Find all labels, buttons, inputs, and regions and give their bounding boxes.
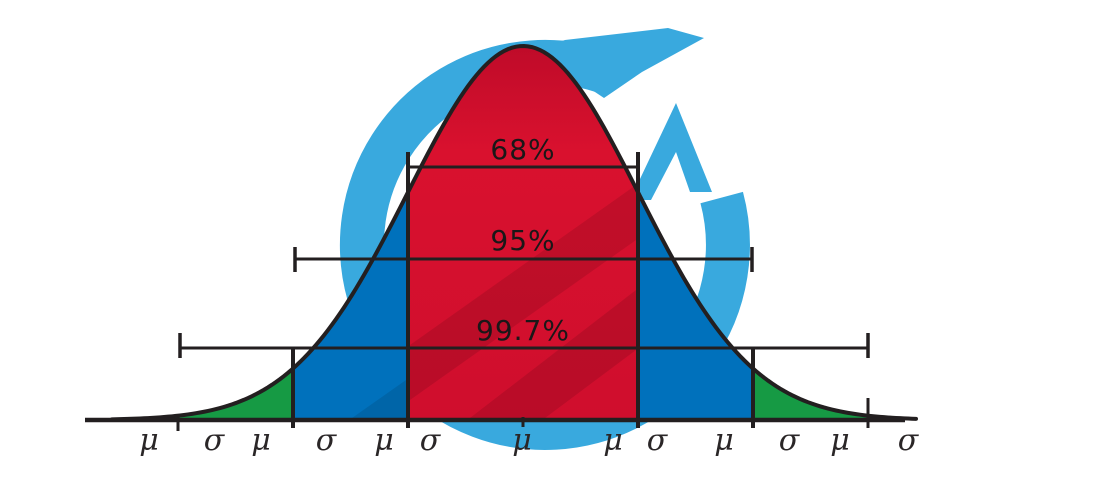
distribution-areas [124, 46, 898, 420]
shading-facets [352, 185, 636, 418]
bell-curve [110, 44, 918, 422]
measure-lines [85, 152, 905, 431]
area-within-1sigma-red [408, 46, 639, 420]
logo-swoosh-icon [492, 28, 704, 98]
area-tail-right-green [754, 369, 898, 420]
logo-arrowhead-icon [630, 103, 712, 200]
area-tail-left-green [124, 369, 292, 420]
red-facet-band-lower [470, 290, 636, 418]
blue-facet-triangle [352, 380, 406, 418]
red-facet-band-upper [410, 185, 636, 400]
